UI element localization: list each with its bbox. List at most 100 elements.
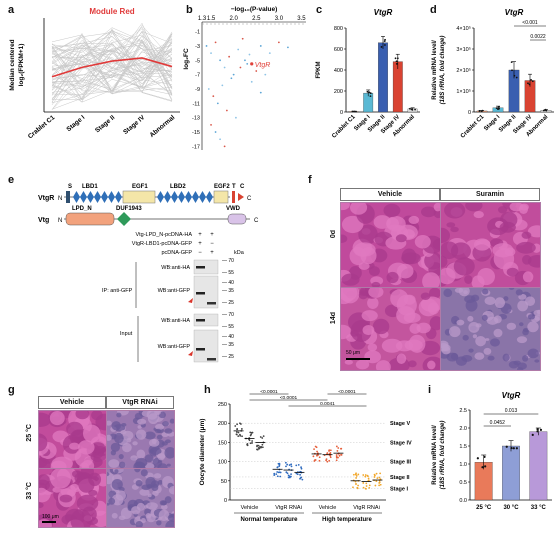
- tissue-cell: [110, 442, 120, 452]
- tissue-cell: [471, 275, 485, 287]
- tissue-cell: [154, 423, 165, 430]
- oocyte-point: [240, 428, 243, 430]
- tissue-cell: [164, 428, 173, 434]
- y-tick-label: 0: [224, 498, 227, 504]
- wb-label: WB:anti-HA: [161, 265, 190, 271]
- tissue-cell: [527, 314, 536, 320]
- oocyte-point: [340, 453, 343, 456]
- oocyte-point: [259, 436, 262, 438]
- tissue-cell: [367, 343, 378, 352]
- oocyte-point: [318, 456, 321, 459]
- tissue-cell: [140, 517, 146, 524]
- replicate-dot: [498, 107, 500, 110]
- tissue-cell: [131, 506, 141, 515]
- replicate-dot: [368, 91, 371, 94]
- tissue-cell: [446, 352, 459, 362]
- y-tick-label: -9: [195, 87, 200, 93]
- replicate-dot: [411, 108, 414, 111]
- replicate-dot: [395, 62, 398, 65]
- x-tick-label: 30 °C: [503, 505, 519, 511]
- tissue-cell: [456, 319, 465, 326]
- stage-label: Stage II: [390, 475, 410, 481]
- lbd2-repeat: [164, 191, 171, 203]
- tissue-cell: [499, 221, 516, 233]
- oocyte-point: [379, 483, 382, 486]
- vtgr-name: VtgR: [38, 195, 54, 202]
- domain-label: EGF2: [214, 184, 230, 190]
- tissue-cell: [361, 310, 378, 322]
- lbd1-repeat: [94, 191, 101, 203]
- oocyte-point: [312, 455, 315, 458]
- tissue-cell: [372, 318, 390, 335]
- tissue-cell: [519, 322, 524, 327]
- tissue-cell: [39, 433, 48, 452]
- tissue-cell: [454, 288, 464, 293]
- oocyte-point: [257, 444, 260, 447]
- tissue-cell: [396, 263, 414, 279]
- data-point: [241, 37, 244, 40]
- tissue-cell: [483, 347, 492, 355]
- construct-sign: +: [198, 232, 202, 238]
- tissue-cell: [39, 457, 51, 468]
- tissue-cell: [473, 238, 491, 251]
- replicate-dot: [369, 95, 372, 98]
- oocyte-point: [301, 478, 304, 481]
- tissue-cell: [487, 355, 495, 361]
- oocyte-point: [325, 458, 328, 461]
- tissue-cell: [50, 460, 67, 468]
- replicate-dot: [544, 109, 546, 111]
- c-terminus: C: [247, 196, 252, 202]
- panel-label: c: [316, 4, 323, 16]
- data-point: [214, 41, 217, 44]
- tissue-cell: [120, 430, 127, 435]
- c-tail: [238, 193, 244, 201]
- oocyte-point: [278, 465, 281, 468]
- tissue-cell: [441, 255, 448, 268]
- tissue-cell: [132, 441, 138, 446]
- scale-label: 100 μm: [42, 514, 59, 520]
- replicate-dot: [527, 82, 529, 85]
- oocyte-point: [355, 474, 358, 477]
- duf1943-box: [117, 212, 131, 226]
- tissue-cell: [76, 494, 99, 512]
- row-label-0d: 0d: [330, 230, 337, 239]
- band-arrow: [188, 351, 193, 356]
- panel-b: b −log₁₀(P-value) 1.3 1.5 2.0 2.5 3.0 3.5 -1 -3 -…: [182, 0, 310, 160]
- gene-trace: [51, 44, 173, 72]
- tissue-cell: [465, 203, 483, 212]
- tissue-cell: [375, 360, 391, 370]
- tissue-cell: [111, 512, 118, 519]
- tissue-cell: [362, 325, 375, 336]
- replicate-dot: [515, 76, 518, 79]
- lbd2-repeat: [199, 191, 206, 203]
- oocyte-point: [378, 476, 381, 479]
- replicate-dot: [511, 69, 513, 72]
- tissue-cell: [473, 210, 484, 219]
- tissue-cell: [113, 432, 124, 444]
- data-point: [237, 48, 240, 51]
- tissue-cell: [433, 203, 440, 212]
- y-tick-label: 2.0: [459, 426, 467, 432]
- tissue-cell: [429, 288, 440, 299]
- oocyte-point: [251, 440, 254, 442]
- tissue-cell: [152, 490, 159, 497]
- tissue-cell: [153, 473, 162, 479]
- oocyte-point: [277, 462, 280, 465]
- data-point: [223, 145, 226, 148]
- tissue-cell: [118, 461, 126, 468]
- oocyte-point: [286, 463, 289, 466]
- tissue-cell: [475, 335, 486, 347]
- blot-band: [196, 266, 205, 269]
- replicate-dot: [476, 457, 479, 460]
- oocyte-point: [237, 431, 240, 434]
- tissue-cell: [443, 288, 453, 298]
- data-point: [216, 102, 219, 105]
- oocyte-point: [288, 464, 291, 466]
- lbd2-repeat: [157, 191, 164, 203]
- replicate-dot: [539, 428, 543, 431]
- wb-label: WB:anti-HA: [161, 318, 190, 324]
- oocyte-point: [368, 484, 371, 487]
- tissue-cell: [145, 513, 152, 519]
